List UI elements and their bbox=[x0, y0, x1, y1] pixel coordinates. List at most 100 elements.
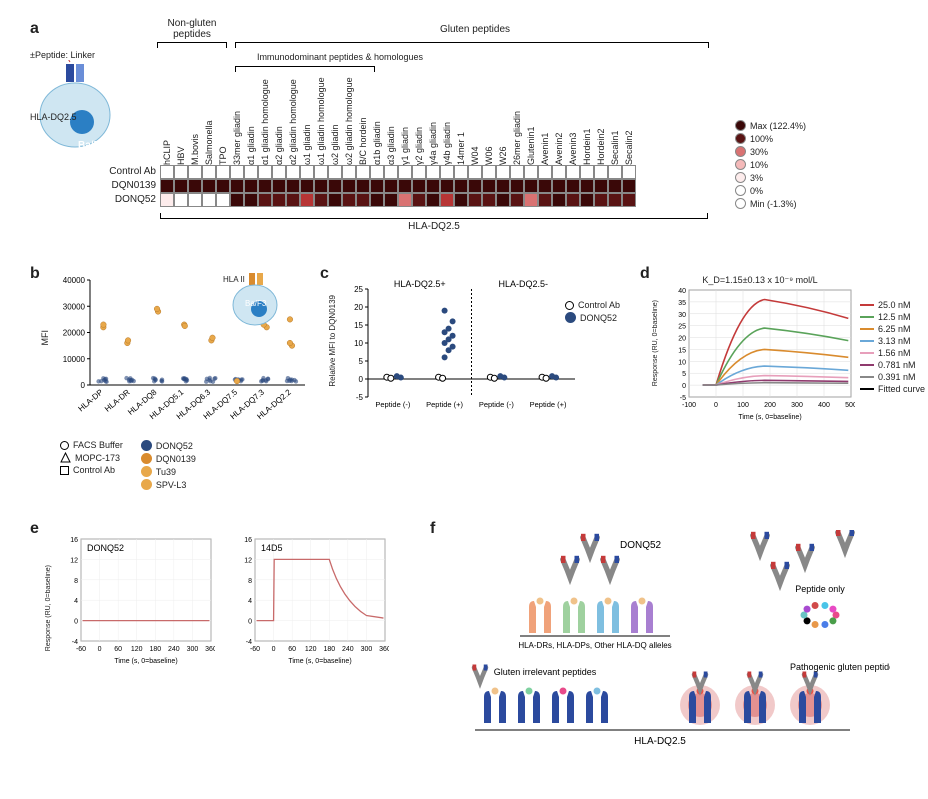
hm-cell bbox=[482, 179, 496, 193]
svg-text:DONQ52: DONQ52 bbox=[87, 543, 124, 553]
svg-text:Peptide only: Peptide only bbox=[795, 584, 845, 594]
hm-col: α1b gliadin bbox=[370, 75, 384, 165]
svg-text:25: 25 bbox=[354, 285, 363, 294]
panel-b-legend: FACS Buffer MOPC-173 Control Ab DONQ52 D… bbox=[60, 440, 196, 492]
hm-col: B/C hordein bbox=[356, 75, 370, 165]
svg-text:60: 60 bbox=[114, 646, 122, 653]
svg-text:25: 25 bbox=[678, 324, 686, 331]
c-ylabel: Relative MFI to DQN0139 bbox=[328, 295, 337, 387]
svg-text:DONQ52: DONQ52 bbox=[620, 540, 662, 551]
hm-row-label: DQN0139 bbox=[90, 179, 160, 193]
hm-cell bbox=[580, 179, 594, 193]
svg-text:20: 20 bbox=[354, 303, 363, 312]
svg-text:0: 0 bbox=[359, 375, 364, 384]
panel-f: DONQ52HLA-DRs, HLA-DPs, Other HLA-DQ all… bbox=[450, 530, 890, 760]
hm-col: ω1 gliadin bbox=[300, 75, 314, 165]
svg-text:14D5: 14D5 bbox=[261, 543, 283, 553]
hm-cell bbox=[496, 179, 510, 193]
hm-col: Avenin2 bbox=[552, 75, 566, 165]
hm-cell bbox=[342, 165, 356, 179]
svg-text:16: 16 bbox=[70, 537, 78, 544]
hm-cell bbox=[608, 179, 622, 193]
hm-col: ω2 gliadin homologue bbox=[342, 75, 356, 165]
hm-col: α1 gliadin homologue bbox=[258, 75, 272, 165]
svg-text:-5: -5 bbox=[356, 393, 364, 402]
hm-col: W06 bbox=[482, 75, 496, 165]
svg-text:0: 0 bbox=[248, 619, 252, 626]
hm-cell bbox=[174, 165, 188, 179]
hm-cell bbox=[314, 165, 328, 179]
hm-cell bbox=[286, 193, 300, 207]
hm-cell bbox=[216, 165, 230, 179]
svg-text:360: 360 bbox=[379, 646, 389, 653]
svg-text:300: 300 bbox=[361, 646, 373, 653]
hm-cell bbox=[426, 165, 440, 179]
svg-text:10000: 10000 bbox=[63, 355, 86, 364]
hm-cell bbox=[454, 179, 468, 193]
svg-text:0: 0 bbox=[682, 383, 686, 390]
hm-cell bbox=[496, 193, 510, 207]
svg-text:300: 300 bbox=[187, 646, 199, 653]
hm-cell bbox=[566, 165, 580, 179]
group-nongluten: Non-gluten peptides bbox=[157, 18, 227, 40]
panel-b-chart: 010000200003000040000HLA-DPHLA-DRHLA-DQ8… bbox=[50, 275, 310, 465]
panel-b-label: b bbox=[30, 265, 40, 283]
hm-cell bbox=[258, 179, 272, 193]
hm-cell bbox=[384, 165, 398, 179]
svg-text:240: 240 bbox=[342, 646, 354, 653]
panel-c-label: c bbox=[320, 265, 329, 283]
hm-cell bbox=[356, 165, 370, 179]
panel-e-charts: -60060120180240300360-40481216DONQ52Time… bbox=[55, 535, 403, 668]
hm-row-label: Control Ab bbox=[90, 165, 160, 179]
svg-text:35: 35 bbox=[678, 300, 686, 307]
hm-cell bbox=[160, 193, 174, 207]
svg-text:12: 12 bbox=[70, 557, 78, 564]
svg-text:40000: 40000 bbox=[63, 276, 86, 285]
hm-cell bbox=[314, 179, 328, 193]
hm-cell bbox=[258, 193, 272, 207]
hm-col: Glutenin1 bbox=[524, 75, 538, 165]
hm-cell bbox=[524, 179, 538, 193]
hm-cell bbox=[468, 179, 482, 193]
svg-text:400: 400 bbox=[818, 402, 830, 409]
hm-cell bbox=[594, 179, 608, 193]
svg-text:180: 180 bbox=[149, 646, 161, 653]
hm-cell bbox=[496, 165, 510, 179]
hm-col: HBV bbox=[174, 75, 188, 165]
hm-col: Secalin1 bbox=[608, 75, 622, 165]
svg-text:Time (s, 0=baseline): Time (s, 0=baseline) bbox=[738, 414, 801, 421]
hm-cell bbox=[244, 179, 258, 193]
svg-text:HLA-DQ2.5+: HLA-DQ2.5+ bbox=[394, 279, 446, 289]
hm-cell bbox=[160, 179, 174, 193]
group-immuno: Immunodominant peptides & homologues bbox=[235, 52, 445, 62]
hm-col: Avenin3 bbox=[566, 75, 580, 165]
hm-cell bbox=[244, 193, 258, 207]
svg-text:180: 180 bbox=[323, 646, 335, 653]
svg-text:300: 300 bbox=[791, 402, 803, 409]
hm-cell bbox=[552, 179, 566, 193]
panel-e-label: e bbox=[30, 520, 39, 538]
hm-col: γ1 gliadin bbox=[398, 75, 412, 165]
hm-cell bbox=[202, 193, 216, 207]
hm-cell bbox=[174, 179, 188, 193]
hm-cell bbox=[356, 179, 370, 193]
svg-text:120: 120 bbox=[131, 646, 143, 653]
hm-cell bbox=[328, 179, 342, 193]
svg-text:HLA-DQ2.5-: HLA-DQ2.5- bbox=[498, 279, 548, 289]
hm-cell bbox=[342, 193, 356, 207]
hm-cell bbox=[356, 193, 370, 207]
svg-text:Peptide (-): Peptide (-) bbox=[375, 400, 411, 409]
hm-cell bbox=[524, 193, 538, 207]
hm-cell bbox=[300, 179, 314, 193]
svg-text:5: 5 bbox=[682, 371, 686, 378]
hm-cell bbox=[202, 179, 216, 193]
hm-cell bbox=[622, 193, 636, 207]
svg-text:-4: -4 bbox=[72, 639, 78, 646]
svg-text:200: 200 bbox=[764, 402, 776, 409]
hm-cell bbox=[258, 165, 272, 179]
svg-text:20000: 20000 bbox=[63, 329, 86, 338]
b-ylabel: MFI bbox=[40, 330, 50, 346]
hm-cell bbox=[538, 179, 552, 193]
svg-text:Peptide (+): Peptide (+) bbox=[530, 400, 567, 409]
heatmap-legend: Max (122.4%)100%30%10%3%0%Min (-1.3%) bbox=[735, 120, 806, 211]
